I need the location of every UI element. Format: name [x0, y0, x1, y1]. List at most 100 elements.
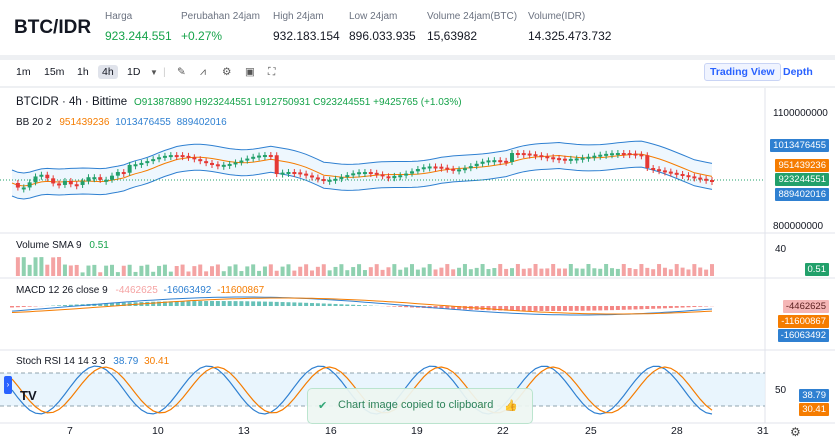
macd-hist-bar — [233, 301, 238, 306]
stat-label: Low 24jam — [349, 11, 398, 22]
volume-bar — [539, 268, 544, 276]
macd-hist-bar — [604, 306, 609, 311]
macd-hist-bar — [15, 306, 20, 308]
macd-hist-bar — [227, 301, 232, 306]
volume-bar — [39, 257, 44, 276]
stat-block: Volume(IDR) 14.325.473.732 — [528, 11, 611, 43]
bb-basis: 951439236 — [59, 117, 110, 128]
candle-body — [710, 180, 714, 182]
macd-hist-bar — [327, 303, 332, 306]
candle-body — [292, 172, 297, 175]
volume-bar — [98, 272, 103, 276]
ohlc-open: O913878890 — [133, 97, 192, 108]
volume-bar — [68, 265, 73, 276]
volume-bar — [439, 267, 444, 276]
candle-body — [151, 159, 156, 162]
trading-chart[interactable]: BTCIDR · 4h · Bittime O913878890 H923244… — [0, 88, 835, 445]
macd-hist-bar — [562, 306, 567, 311]
candle-body — [262, 155, 267, 158]
volume-bar — [386, 267, 391, 276]
candle-body — [692, 176, 697, 179]
candle-body — [110, 175, 114, 180]
candle-body — [298, 172, 303, 175]
settings-icon[interactable]: ⚙ — [222, 66, 232, 78]
candle-body — [227, 163, 232, 166]
fullscreen-icon[interactable]: ⛶ — [268, 66, 276, 78]
macd-hist-bar — [180, 301, 185, 306]
interval-1h[interactable]: 1h — [77, 66, 89, 78]
interval-4h[interactable]: 4h — [98, 65, 118, 79]
candle-body — [657, 169, 662, 172]
interval-1d[interactable]: 1D — [127, 66, 141, 78]
check-icon: ✔ — [318, 400, 328, 412]
macd-hist-bar — [168, 301, 173, 306]
volume-bar — [415, 269, 420, 276]
expand-panel-icon[interactable]: › — [4, 376, 12, 394]
macd-hist-bar — [698, 306, 703, 307]
candle-body — [645, 155, 650, 168]
chart-settings-icon[interactable]: ⚙ — [790, 425, 801, 439]
ohlc-change: +9425765 (+1.03%) — [373, 97, 462, 108]
stoch-legend: Stoch RSI 14 14 3 3 38.79 30.41 — [16, 356, 169, 367]
candle-body — [304, 173, 309, 176]
macd-hist-bar — [198, 301, 203, 306]
macd-hist-bar — [686, 306, 691, 308]
candle-body — [268, 155, 273, 158]
bb-lower-line — [11, 166, 713, 200]
macd-hist: -4462625 — [115, 285, 158, 296]
volume-bar — [668, 269, 673, 276]
candle-body — [539, 155, 544, 158]
candle-body — [362, 172, 367, 175]
macd-hist-bar — [404, 306, 409, 308]
candle-body — [468, 166, 473, 169]
volume-bar — [598, 268, 603, 276]
macd-hist-bar — [280, 302, 285, 306]
volume-bar — [492, 268, 497, 276]
volume-bar — [157, 265, 162, 276]
candle-body — [398, 175, 403, 178]
candle-body — [68, 180, 73, 185]
trading-view-button[interactable]: Trading View — [704, 63, 781, 81]
bb-legend: BB 20 2 951439236 1013476455 889402016 — [16, 117, 227, 128]
x-label: 28 — [671, 425, 683, 437]
save-icon[interactable]: ▣ — [245, 66, 255, 78]
volume-bar — [510, 268, 514, 276]
macd-hist-bar — [574, 306, 579, 311]
depth-button[interactable]: Depth — [783, 66, 813, 78]
chevron-down-icon[interactable]: ▼ — [150, 68, 158, 77]
candle-body — [504, 160, 509, 163]
indicator-icon[interactable]: ⩘ — [200, 66, 206, 78]
candle-body — [198, 159, 203, 162]
macd-hist-bar — [68, 304, 73, 306]
macd-hist-bar — [304, 302, 309, 306]
volume-bar — [86, 265, 91, 276]
candle-body — [527, 153, 532, 156]
volume-bar — [451, 269, 456, 276]
volume-bar — [639, 264, 644, 276]
interval-1m[interactable]: 1m — [16, 66, 31, 78]
macd-hist-bar — [345, 304, 350, 306]
tradingview-logo-icon: TV — [20, 388, 37, 403]
candle-body — [704, 178, 709, 181]
pencil-icon[interactable]: ✎ — [177, 66, 186, 78]
candle-body — [357, 172, 362, 175]
candle-body — [674, 172, 679, 175]
candle-body — [274, 155, 279, 175]
volume-bar — [262, 266, 267, 276]
candle-body — [392, 175, 397, 179]
volume-bar — [292, 270, 297, 276]
volume-bar — [674, 264, 679, 276]
stat-block: Volume 24jam(BTC) 15,63982 — [427, 11, 517, 43]
volume-bar — [562, 268, 567, 276]
macd-hist-bar — [221, 301, 226, 306]
macd-hist-bar — [486, 306, 491, 311]
volume-bar — [421, 267, 426, 276]
volume-bar — [139, 265, 144, 276]
interval-15m[interactable]: 15m — [44, 66, 65, 78]
volume-bar — [357, 264, 362, 276]
candle-body — [145, 161, 150, 164]
volume-bar — [21, 257, 26, 276]
chart-canvas[interactable] — [0, 88, 835, 445]
candle-body — [315, 177, 320, 180]
candle-body — [592, 155, 597, 158]
